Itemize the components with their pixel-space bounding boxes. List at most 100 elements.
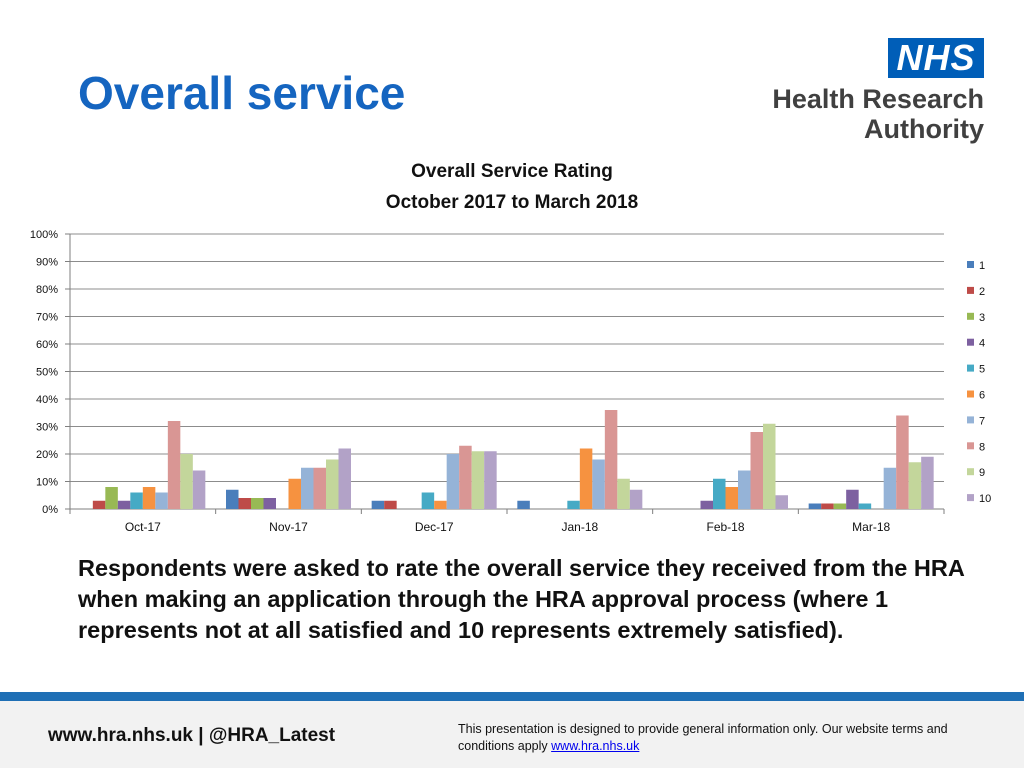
legend-swatch-10 <box>967 494 974 502</box>
slide-title: Overall service <box>78 67 406 119</box>
disclaimer-text: This presentation is designed to provide… <box>458 722 948 753</box>
bar-series-7-Nov-17 <box>301 467 314 509</box>
nhs-logo-box: NHS <box>888 38 984 78</box>
bar-series-1-Dec-17 <box>371 500 385 509</box>
bar-series-5-Dec-17 <box>421 492 435 509</box>
legend-label-6: 6 <box>979 390 985 402</box>
legend-swatch-8 <box>967 442 974 450</box>
legend-label-10: 10 <box>979 493 991 505</box>
bar-series-9-Jan-18 <box>617 478 630 509</box>
y-tick-label: 0% <box>42 504 58 516</box>
bar-series-6-Feb-18 <box>725 487 738 509</box>
y-tick-label: 70% <box>36 312 58 324</box>
bar-series-4-Oct-17 <box>117 500 131 509</box>
bar-series-2-Dec-17 <box>384 500 397 509</box>
chart-subtitle: October 2017 to March 2018 <box>386 192 638 213</box>
legend-swatch-4 <box>967 338 974 346</box>
legend-swatch-1 <box>967 261 974 268</box>
bar-series-4-Nov-17 <box>263 498 276 509</box>
legend-label-3: 3 <box>979 312 985 324</box>
bar-series-6-Dec-17 <box>434 500 447 509</box>
bar-series-10-Feb-18 <box>775 495 788 509</box>
y-tick-label: 30% <box>36 422 58 434</box>
legend-label-7: 7 <box>979 415 985 427</box>
bar-series-8-Jan-18 <box>604 410 618 509</box>
footer-links: www.hra.nhs.uk | @HRA_Latest <box>48 725 336 746</box>
bar-series-5-Oct-17 <box>130 492 143 509</box>
legend-label-2: 2 <box>979 286 985 298</box>
legend-label-8: 8 <box>979 441 985 453</box>
bar-series-7-Jan-18 <box>592 459 605 509</box>
footer-band <box>0 692 1024 701</box>
overall-service-chart: Overall Service Rating October 2017 to Ma… <box>0 150 1024 550</box>
bar-series-3-Nov-17 <box>251 498 264 509</box>
legend-swatch-9 <box>967 468 974 476</box>
bar-series-8-Oct-17 <box>167 421 181 509</box>
bar-series-8-Mar-18 <box>896 415 909 509</box>
bar-series-1-Mar-18 <box>808 503 822 509</box>
bar-series-9-Dec-17 <box>471 451 485 509</box>
y-tick-label: 10% <box>36 477 58 489</box>
y-tick-label: 60% <box>36 339 58 351</box>
bar-series-8-Feb-18 <box>750 432 763 509</box>
bar-series-1-Jan-18 <box>517 500 530 509</box>
logo-text-line-1: Health Research <box>772 84 984 114</box>
y-tick-label: 90% <box>36 257 58 269</box>
footer: www.hra.nhs.uk | @HRA_Latest This presen… <box>0 701 1024 768</box>
bar-series-9-Feb-18 <box>763 423 776 509</box>
bar-series-10-Nov-17 <box>338 448 351 509</box>
bar-series-1-Nov-17 <box>226 489 239 509</box>
x-tick-label: Dec-17 <box>415 520 454 534</box>
bar-series-6-Nov-17 <box>288 478 301 509</box>
website-link[interactable]: www.hra.nhs.uk <box>551 739 640 753</box>
footer-disclaimer: This presentation is designed to provide… <box>458 721 998 755</box>
bar-series-9-Oct-17 <box>180 454 193 509</box>
legend-label-4: 4 <box>979 338 985 350</box>
bar-series-3-Oct-17 <box>105 487 118 509</box>
legend-label-1: 1 <box>979 260 985 272</box>
y-tick-label: 80% <box>36 284 58 296</box>
bar-series-5-Feb-18 <box>713 478 726 509</box>
nhs-hra-logo: NHS Health Research Authority <box>760 36 990 146</box>
legend-swatch-5 <box>967 364 974 372</box>
bar-series-9-Nov-17 <box>326 459 339 509</box>
legend-label-9: 9 <box>979 467 985 479</box>
y-tick-label: 20% <box>36 449 58 461</box>
bar-series-7-Mar-18 <box>883 467 897 509</box>
legend-swatch-3 <box>967 312 974 320</box>
bar-series-2-Mar-18 <box>821 503 834 509</box>
x-tick-label: Jan-18 <box>561 520 598 534</box>
bar-series-5-Mar-18 <box>858 503 872 509</box>
chart-title: Overall Service Rating <box>411 161 613 182</box>
bar-series-8-Nov-17 <box>313 467 326 509</box>
bar-series-10-Dec-17 <box>484 451 497 509</box>
bar-series-7-Oct-17 <box>155 492 168 509</box>
y-tick-label: 40% <box>36 394 58 406</box>
bar-series-7-Feb-18 <box>738 470 751 509</box>
x-tick-label: Nov-17 <box>269 520 308 534</box>
y-tick-label: 50% <box>36 367 58 379</box>
slide-body-text: Respondents were asked to rate the overa… <box>78 555 964 643</box>
bar-series-3-Mar-18 <box>833 503 847 509</box>
x-tick-label: Feb-18 <box>706 520 744 534</box>
bar-series-4-Feb-18 <box>700 500 713 509</box>
y-tick-label: 100% <box>30 229 58 241</box>
chart-svg: Overall Service Rating October 2017 to Ma… <box>30 161 991 534</box>
bar-series-5-Jan-18 <box>567 500 580 509</box>
logo-text-line-2: Authority <box>864 114 984 144</box>
bar-series-7-Dec-17 <box>446 454 460 509</box>
legend-label-5: 5 <box>979 364 985 376</box>
legend-swatch-6 <box>967 390 974 398</box>
bar-series-8-Dec-17 <box>459 445 472 509</box>
x-tick-label: Mar-18 <box>852 520 890 534</box>
bar-series-9-Mar-18 <box>908 462 922 509</box>
bar-series-10-Jan-18 <box>629 489 643 509</box>
bar-series-6-Jan-18 <box>579 448 593 509</box>
bar-series-2-Oct-17 <box>92 500 106 509</box>
legend-swatch-7 <box>967 416 974 424</box>
bar-series-2-Nov-17 <box>238 498 251 509</box>
bar-series-10-Mar-18 <box>921 456 934 509</box>
x-tick-label: Oct-17 <box>125 520 161 534</box>
bar-series-6-Oct-17 <box>142 487 156 509</box>
bar-series-10-Oct-17 <box>192 470 206 509</box>
